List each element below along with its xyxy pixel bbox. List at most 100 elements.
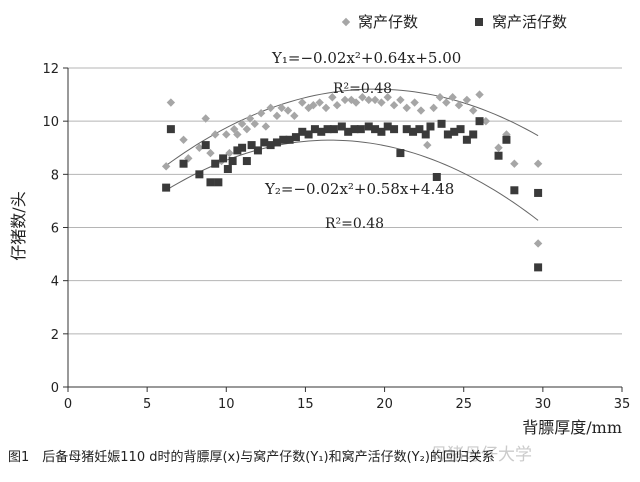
data-point-diamond: [250, 119, 259, 129]
data-point-diamond: [230, 124, 239, 134]
data-point-square: [291, 133, 300, 142]
data-point-diamond: [435, 93, 445, 102]
data-point-square: [214, 178, 223, 187]
data-point-diamond: [332, 101, 342, 110]
data-point-diamond: [389, 101, 399, 110]
data-point-square: [233, 146, 242, 155]
data-point-square: [228, 157, 237, 166]
data-point-diamond: [410, 98, 419, 107]
data-point-diamond: [442, 98, 451, 107]
data-point-diamond: [377, 98, 386, 107]
data-point-diamond: [201, 114, 210, 123]
data-point-diamond: [309, 101, 318, 110]
fit-equation-2: Y₂=−0.02x²+0.58x+4.48: [264, 180, 454, 198]
fit-equation-1: Y₁=−0.02x²+0.64x+5.00: [271, 49, 461, 67]
x-tick-label: 5: [143, 397, 151, 412]
data-point-diamond: [321, 103, 331, 113]
data-point-square: [285, 135, 294, 144]
x-axis-label: 背膘厚度/mm: [522, 418, 622, 437]
data-point-diamond: [358, 93, 367, 102]
data-point-square: [253, 146, 262, 155]
data-point-square: [494, 151, 503, 160]
y-tick-label: 8: [51, 168, 59, 183]
data-point-square: [443, 130, 452, 139]
x-tick-label: 30: [535, 397, 552, 412]
data-point-square: [396, 149, 405, 158]
data-point-square: [323, 125, 332, 134]
data-point-diamond: [340, 95, 350, 105]
data-point-square: [350, 125, 359, 134]
watermark: 母猪母仔大学: [430, 445, 532, 465]
data-points: [161, 90, 543, 272]
data-point-square: [223, 165, 232, 174]
legend-label-series-2: 窝产活仔数: [492, 13, 567, 31]
data-point-square: [502, 135, 511, 144]
data-point-diamond: [533, 239, 543, 248]
data-point-square: [206, 178, 215, 187]
fit-r2-1: R²=0.48: [333, 81, 392, 97]
data-point-diamond: [469, 106, 478, 115]
data-point-diamond: [166, 98, 176, 107]
data-point-diamond: [245, 114, 255, 123]
data-point-diamond: [416, 106, 426, 115]
data-point-diamond: [351, 98, 361, 107]
fit-curve-2: [165, 139, 539, 221]
y-tick-label: 6: [51, 222, 59, 237]
data-point-diamond: [242, 124, 252, 134]
data-point-square: [279, 135, 288, 144]
data-point-square: [211, 159, 220, 168]
y-tick-label: 10: [42, 115, 59, 130]
data-point-diamond: [272, 111, 282, 121]
legend-marker-diamond: [341, 17, 351, 27]
data-point-diamond: [283, 106, 293, 115]
data-point-square: [317, 127, 326, 136]
data-point-diamond: [237, 119, 247, 129]
data-point-diamond: [184, 154, 193, 163]
data-point-square: [356, 125, 365, 134]
y-tick-label: 12: [42, 62, 59, 77]
x-tick-label: 10: [218, 397, 235, 412]
data-point-diamond: [211, 130, 220, 139]
data-point-square: [534, 188, 543, 197]
data-point-square: [432, 172, 441, 181]
data-point-square: [260, 138, 269, 147]
data-point-square: [390, 125, 399, 134]
data-point-diamond: [533, 159, 543, 168]
legend-label-series-1: 窝产仔数: [358, 13, 418, 31]
data-point-square: [242, 157, 251, 166]
fit-curve-1: [165, 88, 539, 166]
data-point-square: [272, 138, 281, 147]
data-point-diamond: [383, 93, 392, 102]
x-tick-label: 20: [376, 397, 393, 412]
data-point-square: [162, 183, 171, 192]
legend: 窝产仔数 窝产活仔数: [341, 13, 567, 31]
data-point-diamond: [256, 108, 266, 118]
data-point-diamond: [266, 103, 275, 113]
data-point-diamond: [462, 95, 472, 105]
data-point-square: [298, 127, 307, 136]
fit-curves: [165, 88, 539, 221]
ticks: 0 2 4 6 8 10 12 0 5 10 15 20 25 30 35: [42, 62, 630, 412]
data-point-square: [409, 127, 418, 136]
x-tick-label: 35: [614, 397, 631, 412]
data-point-diamond: [454, 101, 464, 110]
figure-caption: 图1 后备母猪妊娠110 d时的背膘厚(x)与窝产仔数(Y₁)和窝产活仔数(Y₂…: [8, 450, 495, 465]
data-point-square: [469, 130, 478, 139]
y-axis-label: 仔猪数/头: [9, 191, 28, 260]
data-point-square: [534, 263, 543, 272]
data-point-square: [337, 122, 346, 131]
data-point-square: [304, 130, 313, 139]
data-point-diamond: [429, 103, 438, 113]
x-tick-label: 0: [64, 397, 72, 412]
data-point-square: [377, 127, 386, 136]
data-point-square: [310, 125, 319, 134]
data-point-diamond: [298, 98, 307, 107]
data-point-square: [247, 141, 256, 150]
data-point-diamond: [364, 95, 373, 105]
legend-marker-square: [475, 18, 483, 26]
data-point-square: [383, 122, 392, 131]
data-point-square: [426, 122, 435, 131]
series-2: [162, 117, 543, 272]
data-point-diamond: [179, 135, 188, 144]
data-point-square: [371, 125, 380, 134]
